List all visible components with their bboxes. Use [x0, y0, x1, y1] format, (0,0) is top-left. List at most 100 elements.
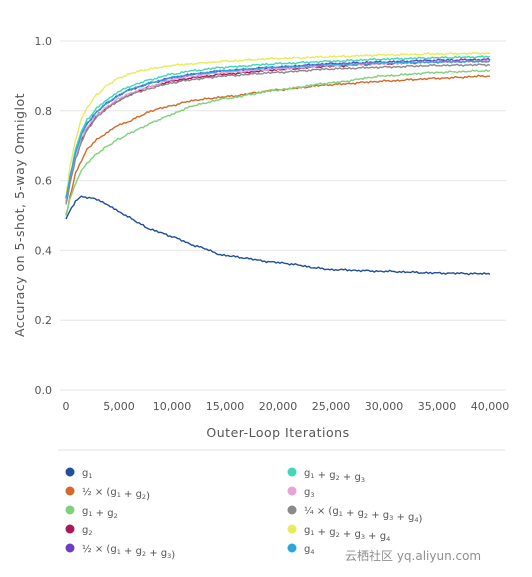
x-tick-label: 25,000 [312, 400, 351, 413]
legend-label-subscript: 1 [310, 529, 314, 537]
series-line [65, 69, 491, 216]
legend-label-text: + g [121, 489, 142, 500]
legend-label: g1 [82, 468, 93, 480]
legend-label-text: ) [171, 550, 175, 561]
legend-marker [65, 467, 75, 477]
legend-label-text: g [304, 487, 310, 498]
legend-label-subscript: 2 [142, 550, 146, 558]
legend-label-text: + g [365, 531, 386, 542]
legend-label-text: + g [315, 527, 336, 538]
grid-lines [60, 40, 506, 391]
legend-label-subscript: 4 [310, 548, 314, 556]
y-tick-label: 1.0 [35, 35, 53, 48]
legend-label: g1 + g2 [82, 506, 118, 520]
y-tick-label: 0.6 [35, 175, 53, 188]
legend-label-subscript: 1 [310, 472, 314, 480]
legend-label-text: + g [340, 529, 361, 540]
legend-label-text: g [304, 544, 310, 555]
legend-label-subscript: 1 [117, 491, 121, 499]
x-tick-label: 30,000 [365, 400, 404, 413]
legend-label-text: g [304, 525, 310, 536]
series-line [65, 59, 491, 203]
legend-label-subscript: 3 [389, 514, 393, 522]
legend-label-subscript: 3 [361, 533, 365, 541]
y-tick-label: 0.2 [35, 314, 53, 327]
x-axis-ticks: 0 5,000 10,000 15,000 20,000 25,000 30,000 35,0… [63, 400, 510, 413]
legend-label: ½ × (g1 + g2 + g3) [82, 543, 175, 561]
y-tick-label: 0.4 [35, 244, 53, 257]
legend-label-text: g [304, 468, 310, 479]
legend-label-subscript: 3 [310, 491, 314, 499]
legend-label-subscript: 1 [88, 472, 92, 480]
legend-label: ¼ × (g1 + g2 + g3 + g4) [304, 505, 423, 525]
x-tick-label: 15,000 [206, 400, 245, 413]
legend-label-text: + g [368, 510, 389, 521]
series-line [65, 74, 491, 215]
legend-label: g3 [304, 487, 315, 499]
legend-label-text: ½ × (g [82, 543, 117, 555]
legend-label-text: ½ × (g [82, 486, 117, 498]
x-tick-label: 35,000 [418, 400, 457, 413]
legend-label-subscript: 1 [339, 510, 343, 518]
series-line [65, 63, 491, 205]
legend-label: ½ × (g1 + g2) [82, 486, 150, 502]
legend-label-text: g [82, 506, 88, 517]
legend-marker [287, 505, 297, 515]
legend-marker [65, 543, 75, 553]
legend-label-subscript: 2 [364, 512, 368, 520]
series-line [65, 59, 491, 199]
legend-marker [65, 486, 75, 496]
legend-label: g1 + g2 + g3 + g4 [304, 525, 390, 543]
x-axis-title: Outer-Loop Iterations [206, 425, 349, 440]
legend-label-text: + g [340, 472, 361, 483]
legend-label-text: + g [343, 508, 364, 519]
legend-label-text: + g [121, 546, 142, 557]
legend-marker [287, 524, 297, 534]
legend-label-subscript: 1 [117, 548, 121, 556]
watermark-text: 云栖社区 yq.aliyun.com [345, 548, 481, 563]
legend-label-subscript: 1 [88, 510, 92, 518]
legend-label-text: g [82, 468, 88, 479]
series-line [65, 59, 491, 199]
legend-label-text: ) [146, 491, 150, 502]
legend-label-subscript: 3 [167, 552, 171, 560]
legend-label-subscript: 2 [336, 531, 340, 539]
legend-label-subscript: 4 [386, 535, 390, 543]
y-axis-title: Accuracy on 5-shot, 5-way Omniglot [12, 93, 27, 337]
legend-label-text: + g [146, 548, 167, 559]
y-axis-ticks: 0.0 0.2 0.4 0.6 0.8 1.0 [35, 35, 53, 397]
x-tick-label: 20,000 [259, 400, 298, 413]
series-line [65, 195, 491, 276]
legend-label-text: g [82, 525, 88, 536]
legend-label-text: ¼ × (g [304, 505, 339, 517]
legend-label-subscript: 3 [361, 476, 365, 484]
y-tick-label: 0.0 [35, 384, 53, 397]
x-tick-label: 40,000 [471, 400, 510, 413]
legend-label-text: ) [419, 514, 423, 525]
legend-label-subscript: 2 [336, 474, 340, 482]
legend-label-subscript: 4 [414, 516, 418, 524]
legend-marker [287, 467, 297, 477]
legend-marker [65, 524, 75, 534]
legend-label: g2 [82, 525, 93, 537]
x-tick-label: 5,000 [103, 400, 135, 413]
legend-marker [287, 486, 297, 496]
y-tick-label: 0.8 [35, 105, 53, 118]
legend-label-subscript: 2 [114, 512, 118, 520]
series-lines [65, 52, 491, 276]
legend-label-text: + g [315, 470, 336, 481]
series-line [65, 55, 491, 202]
legend-marker [287, 543, 297, 553]
series-line [65, 52, 491, 195]
legend-label-subscript: 2 [142, 493, 146, 501]
legend-label-text: + g [93, 508, 114, 519]
x-tick-label: 10,000 [153, 400, 192, 413]
legend-label: g4 [304, 544, 315, 556]
x-tick-label: 0 [63, 400, 70, 413]
legend-label-subscript: 2 [88, 529, 92, 537]
legend-marker [65, 505, 75, 515]
legend-label: g1 + g2 + g3 [304, 468, 365, 484]
legend-label-text: + g [393, 512, 414, 523]
